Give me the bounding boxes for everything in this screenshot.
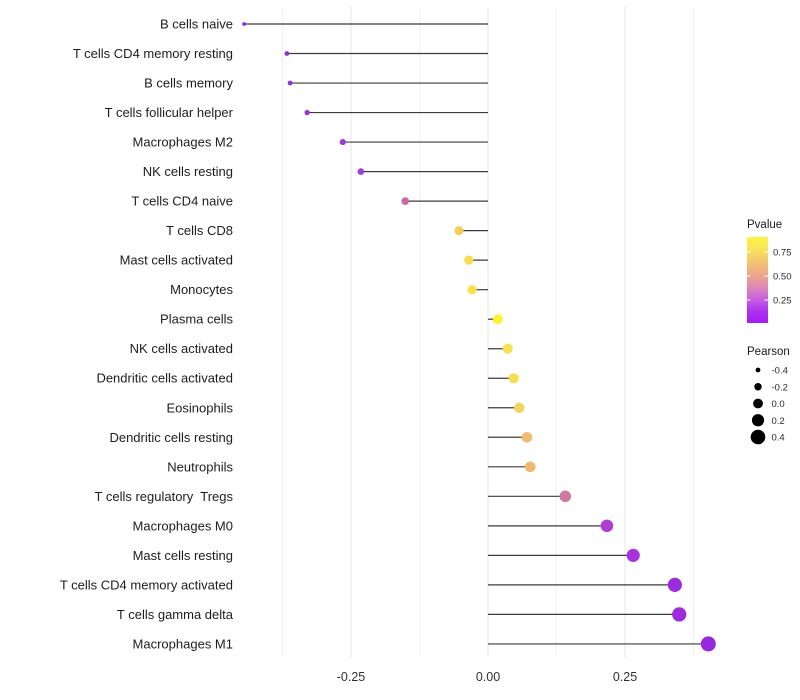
row-label: Monocytes bbox=[170, 282, 233, 297]
row-label: T cells CD4 memory resting bbox=[73, 46, 233, 61]
lollipop-dot bbox=[600, 519, 614, 533]
row-label: Mast cells activated bbox=[120, 253, 233, 268]
row-label: Mast cells resting bbox=[133, 548, 233, 563]
lollipop-dot bbox=[467, 285, 477, 295]
lollipop-dot bbox=[672, 607, 687, 622]
row-label: NK cells activated bbox=[130, 341, 233, 356]
pvalue-legend-tick-label: 0.50 bbox=[773, 272, 792, 283]
pearson-legend-label: -0.4 bbox=[772, 366, 788, 377]
pearson-legend-dot bbox=[751, 414, 765, 427]
row-label: B cells memory bbox=[144, 76, 233, 91]
row-label: T cells regulatory Tregs bbox=[95, 489, 234, 504]
pearson-legend-label: 0.0 bbox=[772, 399, 785, 410]
row-label: NK cells resting bbox=[143, 164, 233, 179]
row-label: T cells CD4 memory activated bbox=[60, 577, 233, 592]
x-axis-tick-label: -0.25 bbox=[337, 670, 366, 684]
lollipop-dot bbox=[514, 402, 525, 413]
lollipop-dot bbox=[339, 138, 346, 146]
lollipop-dot bbox=[626, 548, 640, 562]
lollipop-dot bbox=[559, 490, 572, 503]
row-label: Macrophages M0 bbox=[133, 518, 233, 533]
lollipop-dot bbox=[502, 343, 513, 354]
lollipop-dot bbox=[492, 314, 503, 325]
lollipop-dot bbox=[287, 80, 293, 86]
lollipop-dot bbox=[524, 461, 536, 473]
row-label: B cells naive bbox=[160, 17, 233, 32]
lollipop-dot bbox=[401, 197, 410, 205]
pearson-legend-dot bbox=[754, 383, 762, 391]
row-label: Eosinophils bbox=[167, 400, 234, 415]
lollipop-dot bbox=[667, 577, 682, 592]
lollipop-dot bbox=[454, 226, 464, 236]
x-axis-tick-label: 0.25 bbox=[613, 670, 637, 684]
pearson-legend-dot bbox=[750, 429, 766, 445]
pearson-legend-dot bbox=[755, 367, 761, 373]
lollipop-dot bbox=[357, 168, 365, 175]
lollipop-dot bbox=[242, 22, 247, 26]
pvalue-legend-title: Pvalue bbox=[747, 219, 783, 231]
lollipop-dot bbox=[464, 255, 474, 265]
pearson-legend-label: -0.2 bbox=[772, 382, 788, 393]
row-label: T cells CD4 naive bbox=[131, 194, 233, 209]
row-label: Dendritic cells activated bbox=[96, 371, 233, 386]
pvalue-colorbar bbox=[747, 237, 768, 323]
lollipop-dot bbox=[304, 109, 310, 116]
lollipop-dot bbox=[700, 636, 716, 652]
pearson-legend-dot bbox=[753, 398, 763, 409]
row-label: T cells CD8 bbox=[166, 223, 233, 238]
lollipop-dot bbox=[508, 373, 519, 384]
pearson-legend-label: 0.4 bbox=[772, 433, 785, 444]
lollipop-dot bbox=[284, 51, 290, 56]
row-label: T cells gamma delta bbox=[117, 607, 234, 622]
row-label: Dendritic cells resting bbox=[109, 430, 233, 445]
row-label: Plasma cells bbox=[160, 312, 233, 327]
row-label: Neutrophils bbox=[167, 459, 233, 474]
pvalue-legend-tick-label: 0.25 bbox=[773, 296, 792, 307]
pvalue-legend-tick-label: 0.75 bbox=[773, 248, 792, 259]
row-label: T cells follicular helper bbox=[105, 105, 234, 120]
lollipop-dot bbox=[521, 431, 533, 443]
row-label: Macrophages M2 bbox=[133, 135, 233, 150]
row-label: Macrophages M1 bbox=[133, 636, 233, 651]
pearson-legend-title: Pearson bbox=[747, 346, 790, 358]
x-axis-tick-label: 0.00 bbox=[476, 670, 500, 684]
pearson-legend-label: 0.2 bbox=[772, 416, 785, 427]
